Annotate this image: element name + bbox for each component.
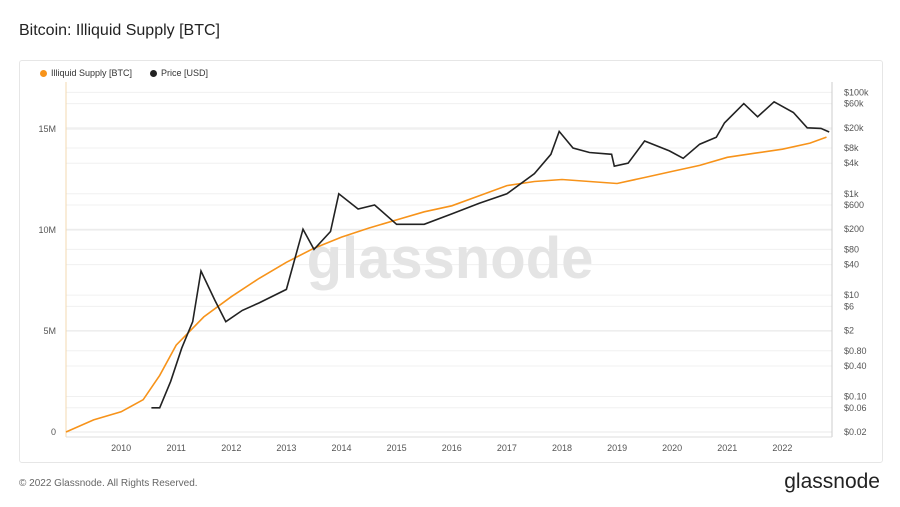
legend-label: Illiquid Supply [BTC]	[51, 68, 133, 78]
chart-card	[19, 60, 883, 463]
legend-dot	[40, 70, 47, 77]
x-tick-label: 2012	[221, 443, 241, 453]
y-right-tick-label: $0.06	[844, 403, 867, 413]
y-right-tick-label: $6	[844, 301, 854, 311]
y-right-tick-label: $80	[844, 244, 859, 254]
y-right-tick-label: $0.10	[844, 392, 867, 402]
y-right-tick-label: $4k	[844, 158, 859, 168]
legend-label: Price [USD]	[161, 68, 209, 78]
x-tick-label: 2020	[662, 443, 682, 453]
x-tick-label: 2018	[552, 443, 572, 453]
x-tick-label: 2013	[276, 443, 296, 453]
x-tick-label: 2021	[717, 443, 737, 453]
x-tick-label: 2015	[387, 443, 407, 453]
x-tick-label: 2011	[167, 443, 186, 453]
y-left-tick-label: 0	[51, 427, 56, 437]
x-tick-label: 2017	[497, 443, 517, 453]
legend-dot	[150, 70, 158, 77]
y-right-tick-label: $200	[844, 224, 864, 234]
y-right-tick-label: $0.02	[844, 427, 867, 437]
y-right-tick-label: $2	[844, 326, 854, 336]
y-right-tick-label: $10	[844, 290, 859, 300]
x-tick-label: 2022	[772, 443, 792, 453]
copyright: © 2022 Glassnode. All Rights Reserved.	[19, 478, 198, 489]
y-left-tick-label: 15M	[38, 124, 56, 134]
x-tick-label: 2019	[607, 443, 627, 453]
y-right-tick-label: $100k	[844, 87, 869, 97]
x-tick-label: 2014	[332, 443, 352, 453]
y-right-tick-label: $8k	[844, 143, 859, 153]
y-left-tick-label: 10M	[38, 225, 56, 235]
y-right-tick-label: $0.40	[844, 361, 867, 371]
y-right-tick-label: $20k	[844, 123, 864, 133]
legend-item-price[interactable]: Price [USD]	[150, 68, 208, 78]
y-right-tick-label: $0.80	[844, 346, 867, 356]
y-right-tick-label: $60k	[844, 99, 864, 109]
x-tick-label: 2010	[111, 443, 131, 453]
illiquid-supply-line	[65, 136, 827, 433]
x-tick-label: 2016	[442, 443, 462, 453]
brand-logo: glassnode	[784, 470, 880, 493]
y-left-tick-label: 5M	[43, 326, 56, 336]
legend-item-supply[interactable]: Illiquid Supply [BTC]	[40, 68, 132, 78]
y-right-tick-label: $1k	[844, 189, 859, 199]
price-line	[151, 100, 830, 409]
page-title: Bitcoin: Illiquid Supply [BTC]	[19, 22, 220, 39]
watermark: glassnode	[307, 226, 594, 291]
y-right-tick-label: $600	[844, 200, 864, 210]
y-right-tick-label: $40	[844, 260, 859, 270]
legend: Illiquid Supply [BTC] Price [USD]	[40, 68, 208, 78]
